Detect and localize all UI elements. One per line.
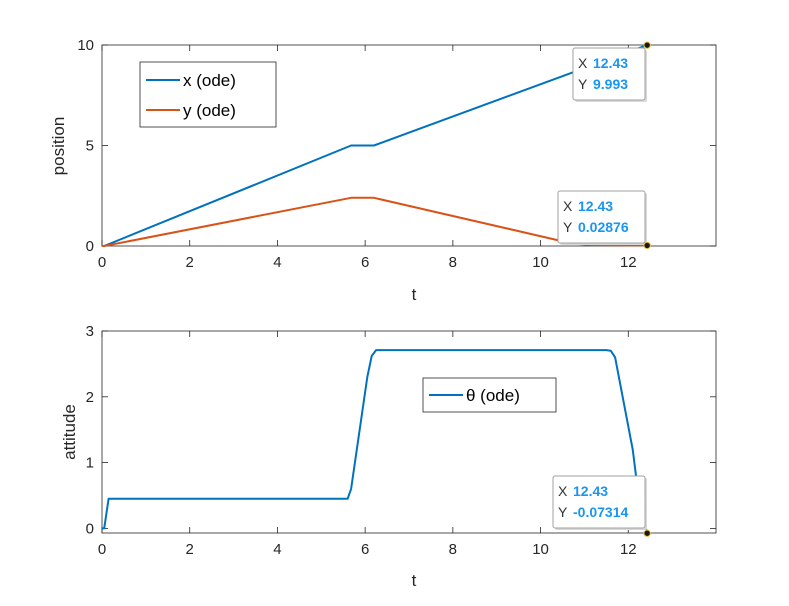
datatip-y-key: Y [563, 219, 573, 235]
datatip-marker[interactable] [643, 41, 651, 49]
x-tick-label: 12 [620, 541, 637, 558]
datatip-marker[interactable] [643, 529, 651, 537]
x-tick-label: 8 [449, 541, 457, 558]
datatip-y-value: 0.02876 [578, 219, 629, 235]
datatip-box [552, 475, 646, 529]
datatip-box [557, 190, 646, 244]
x-tick-label: 8 [449, 254, 457, 271]
series-line-0 [102, 349, 649, 534]
datatip-y-key: Y [558, 504, 568, 520]
x-tick-label: 0 [98, 541, 106, 558]
y-tick-label: 0 [86, 238, 94, 255]
y-tick-label: 1 [86, 455, 94, 472]
legend-entry: x (ode) [183, 71, 236, 90]
x-tick-label: 10 [532, 541, 549, 558]
y-tick-label: 2 [86, 389, 94, 406]
x-tick-label: 6 [361, 254, 369, 271]
y-tick-label: 5 [86, 138, 94, 155]
datatip-x-key: X [578, 55, 588, 71]
y-axis-label: position [49, 117, 68, 176]
x-tick-label: 4 [273, 254, 281, 271]
y-tick-label: 0 [86, 520, 94, 537]
x-axis-label: t [412, 285, 417, 304]
x-tick-label: 0 [98, 254, 106, 271]
position-plot: 0 2 4 6 8 10 12 0 5 10 t position x (ode) y (ode) X 12.… [49, 37, 717, 304]
datatip-y-value: 9.993 [593, 76, 628, 92]
x-tick-label: 6 [361, 541, 369, 558]
x-tick-label: 2 [186, 541, 194, 558]
datatip-marker[interactable] [643, 241, 651, 250]
datatip-y-value: -0.07314 [573, 504, 628, 520]
datatip-x-value: 12.43 [573, 483, 608, 499]
datatip-y-key: Y [578, 76, 588, 92]
x-tick-label: 12 [620, 254, 637, 271]
x-axis-label: t [412, 571, 417, 590]
datatip-x-key: X [558, 483, 568, 499]
x-tick-label: 2 [186, 254, 194, 271]
datatip-x-value: 12.43 [578, 198, 613, 214]
y-axis-label: attitude [60, 404, 79, 460]
datatip-x-value: 12.43 [593, 55, 628, 71]
legend-box [139, 61, 277, 128]
x-tick-label: 4 [273, 541, 281, 558]
datatip-x-key: X [563, 198, 573, 214]
legend-entry: θ (ode) [466, 386, 520, 405]
legend-entry: y (ode) [183, 101, 236, 120]
y-tick-label: 3 [86, 323, 94, 340]
x-tick-label: 10 [532, 254, 549, 271]
y-tick-label: 10 [77, 37, 94, 54]
datatip-box [572, 47, 646, 101]
